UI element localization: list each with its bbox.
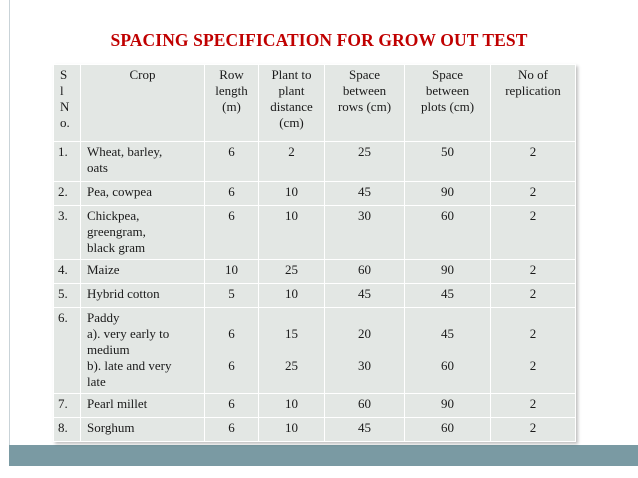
header-rows-space: Space between rows (cm) <box>325 65 405 142</box>
slide-title: SPACING SPECIFICATION FOR GROW OUT TEST <box>0 30 638 51</box>
slide-footer-bar <box>9 445 638 466</box>
header-plant-distance: Plant to plant distance (cm) <box>259 65 325 142</box>
table-row: 2. Pea, cowpea 6 10 45 90 2 <box>54 182 576 206</box>
crop-cell: Pea, cowpea <box>81 182 205 206</box>
crop-cell: Hybrid cotton <box>81 284 205 308</box>
header-sl: S l N o. <box>54 65 81 142</box>
table-row: 3. Chickpea, greengram, black gram 6 10 30… <box>54 206 576 260</box>
crop-cell: Chickpea, greengram, black gram <box>81 206 205 260</box>
crop-cell: Paddy a). very early to medium b). late … <box>81 308 205 394</box>
table-row: 4. Maize 10 25 60 90 2 <box>54 260 576 284</box>
header-replication: No of replication <box>491 65 576 142</box>
table-row: 5. Hybrid cotton 5 10 45 45 2 <box>54 284 576 308</box>
table-row-paddy: 6. Paddy a). very early to medium b). la… <box>54 308 576 394</box>
table-row: 7. Pearl millet 6 10 60 90 2 <box>54 394 576 418</box>
crop-cell: Maize <box>81 260 205 284</box>
header-crop: Crop <box>81 65 205 142</box>
slide-left-rule <box>9 0 10 466</box>
header-row-length: Row length (m) <box>205 65 259 142</box>
crop-cell: Pearl millet <box>81 394 205 418</box>
crop-cell: Sorghum <box>81 418 205 442</box>
spacing-table: S l N o. Crop Row length (m) Plant to pl… <box>53 64 576 442</box>
table-row: 1. Wheat, barley, oats 6 2 25 50 2 <box>54 142 576 182</box>
header-plots-space: Space between plots (cm) <box>405 65 491 142</box>
header-row: S l N o. Crop Row length (m) Plant to pl… <box>54 65 576 142</box>
crop-cell: Wheat, barley, oats <box>81 142 205 182</box>
table-row: 8. Sorghum 6 10 45 60 2 <box>54 418 576 442</box>
